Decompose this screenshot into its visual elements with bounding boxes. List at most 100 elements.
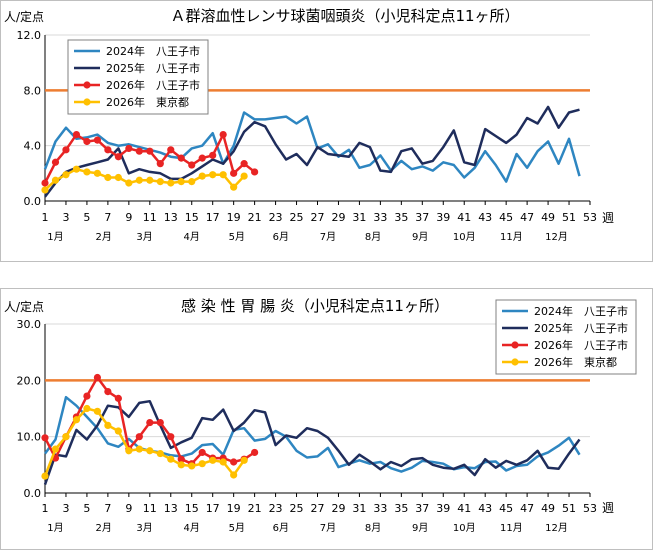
data-point-series-2	[93, 373, 102, 382]
data-point-series-3	[177, 461, 185, 469]
x-tick-label: 41	[457, 502, 471, 515]
month-label: 10月	[453, 522, 476, 534]
series-line-0	[43, 111, 581, 183]
x-tick-label: 7	[104, 211, 111, 224]
x-tick-label: 37	[415, 211, 429, 224]
data-point-series-3	[230, 471, 238, 479]
month-label: 3月	[136, 231, 152, 243]
data-point-series-2	[51, 158, 60, 166]
data-point-series-2	[188, 161, 196, 169]
data-point-series-2	[167, 433, 175, 441]
data-point-series-3	[93, 169, 102, 177]
x-tick-label: 1	[42, 502, 49, 515]
x-tick-label: 1	[42, 211, 49, 224]
data-point-series-3	[188, 178, 196, 186]
month-label: 12月	[545, 231, 568, 243]
data-point-series-2	[41, 179, 49, 187]
legend-marker	[83, 98, 91, 106]
legend-label: 2024年 八王子市	[534, 304, 628, 318]
gastroenteritis-chart: 感 染 性 胃 腸 炎（小児科定点11ヶ所） 人/定点 週 0.0 10.0 20.…	[0, 288, 653, 550]
legend: 2024年 八王子市 2025年 八王子市 2026年 八王子市 2026年 東京都	[67, 39, 209, 115]
x-tick-label: 31	[352, 211, 366, 224]
x-tick-label: 49	[541, 502, 555, 515]
legend-label: 2026年 東京都	[106, 95, 189, 109]
legend-label: 2025年 八王子市	[106, 61, 200, 75]
x-tick-label: 23	[269, 211, 283, 224]
x-tick-label: 33	[373, 502, 387, 515]
x-tick-label: 35	[394, 502, 408, 515]
x-axis-label: 週	[602, 501, 614, 515]
data-point-series-2	[93, 136, 102, 144]
data-point-series-2	[62, 146, 70, 154]
month-label: 10月	[453, 231, 476, 243]
data-point-series-2	[167, 146, 175, 154]
data-point-series-2	[83, 392, 91, 400]
data-point-series-3	[62, 433, 70, 441]
y-tick-label: 8.0	[24, 84, 42, 97]
x-tick-label: 15	[185, 211, 199, 224]
x-tick-label: 45	[499, 211, 513, 224]
x-axis-label: 週	[602, 211, 614, 225]
x-tick-label: 23	[269, 502, 283, 515]
legend-label: 2026年 八王子市	[534, 338, 628, 352]
y-axis-label: 人/定点	[4, 9, 44, 24]
data-point-series-3	[41, 186, 49, 194]
x-tick-label: 53	[583, 211, 597, 224]
month-label: 8月	[365, 522, 381, 534]
legend-label: 2026年 八王子市	[106, 78, 200, 92]
data-point-series-2	[146, 418, 154, 427]
x-tick-label: 35	[394, 211, 408, 224]
strep-throat-chart-svg: Ａ群溶血性レンサ球菌咽頭炎（小児科定点11ヶ所） 人/定点 週 0.0 4.0 8.…	[0, 0, 653, 262]
x-tick-label: 29	[331, 211, 345, 224]
data-point-series-2	[83, 137, 91, 146]
x-tick-label: 51	[562, 211, 576, 224]
data-point-series-2	[219, 131, 227, 139]
x-tick-label: 33	[373, 211, 387, 224]
legend-marker	[511, 341, 519, 349]
data-point-series-3	[135, 176, 143, 184]
month-label: 9月	[412, 231, 428, 243]
data-point-series-3	[219, 171, 227, 179]
x-tick-label: 5	[83, 211, 90, 224]
data-point-series-3	[93, 407, 102, 415]
y-tick-label: 0.0	[24, 195, 42, 208]
x-tick-label: 11	[143, 211, 157, 224]
data-point-series-3	[146, 447, 154, 455]
month-label: 9月	[412, 522, 428, 534]
data-point-series-3	[125, 447, 133, 455]
data-point-series-2	[251, 168, 259, 176]
y-axis-label: 人/定点	[4, 299, 44, 314]
data-point-series-2	[135, 147, 143, 155]
legend-label: 2025年 八王子市	[534, 321, 628, 335]
x-tick-label: 9	[125, 502, 132, 515]
x-tick-label: 37	[415, 502, 429, 515]
month-label: 2月	[96, 522, 112, 534]
data-point-series-2	[125, 144, 133, 153]
data-point-series-2	[198, 154, 206, 162]
data-point-series-2	[146, 147, 154, 155]
month-label: 4月	[184, 231, 200, 243]
y-tick-label: 12.0	[17, 29, 42, 42]
plot-area: 0.04.08.012.01 3 5 7 9 11 13 15 17 19 21 23 25 27 29 31…	[17, 29, 598, 243]
data-point-series-2	[177, 455, 185, 463]
data-point-series-2	[209, 151, 217, 159]
data-point-series-3	[146, 176, 154, 184]
data-point-series-3	[219, 458, 227, 466]
data-point-series-3	[135, 445, 143, 453]
x-tick-label: 17	[206, 502, 220, 515]
data-point-series-3	[230, 183, 238, 191]
x-tick-label: 25	[290, 211, 304, 224]
x-tick-label: 51	[562, 502, 576, 515]
x-tick-label: 29	[331, 502, 345, 515]
month-label: 3月	[136, 522, 152, 534]
x-tick-label: 11	[143, 502, 157, 515]
data-point-series-3	[209, 456, 217, 464]
data-point-series-3	[62, 171, 70, 179]
data-point-series-3	[51, 445, 60, 453]
data-point-series-3	[167, 455, 175, 463]
data-point-series-2	[251, 448, 259, 457]
data-point-series-2	[156, 160, 164, 168]
data-point-series-3	[198, 172, 206, 180]
data-point-series-3	[104, 173, 112, 182]
data-point-series-3	[156, 178, 164, 186]
